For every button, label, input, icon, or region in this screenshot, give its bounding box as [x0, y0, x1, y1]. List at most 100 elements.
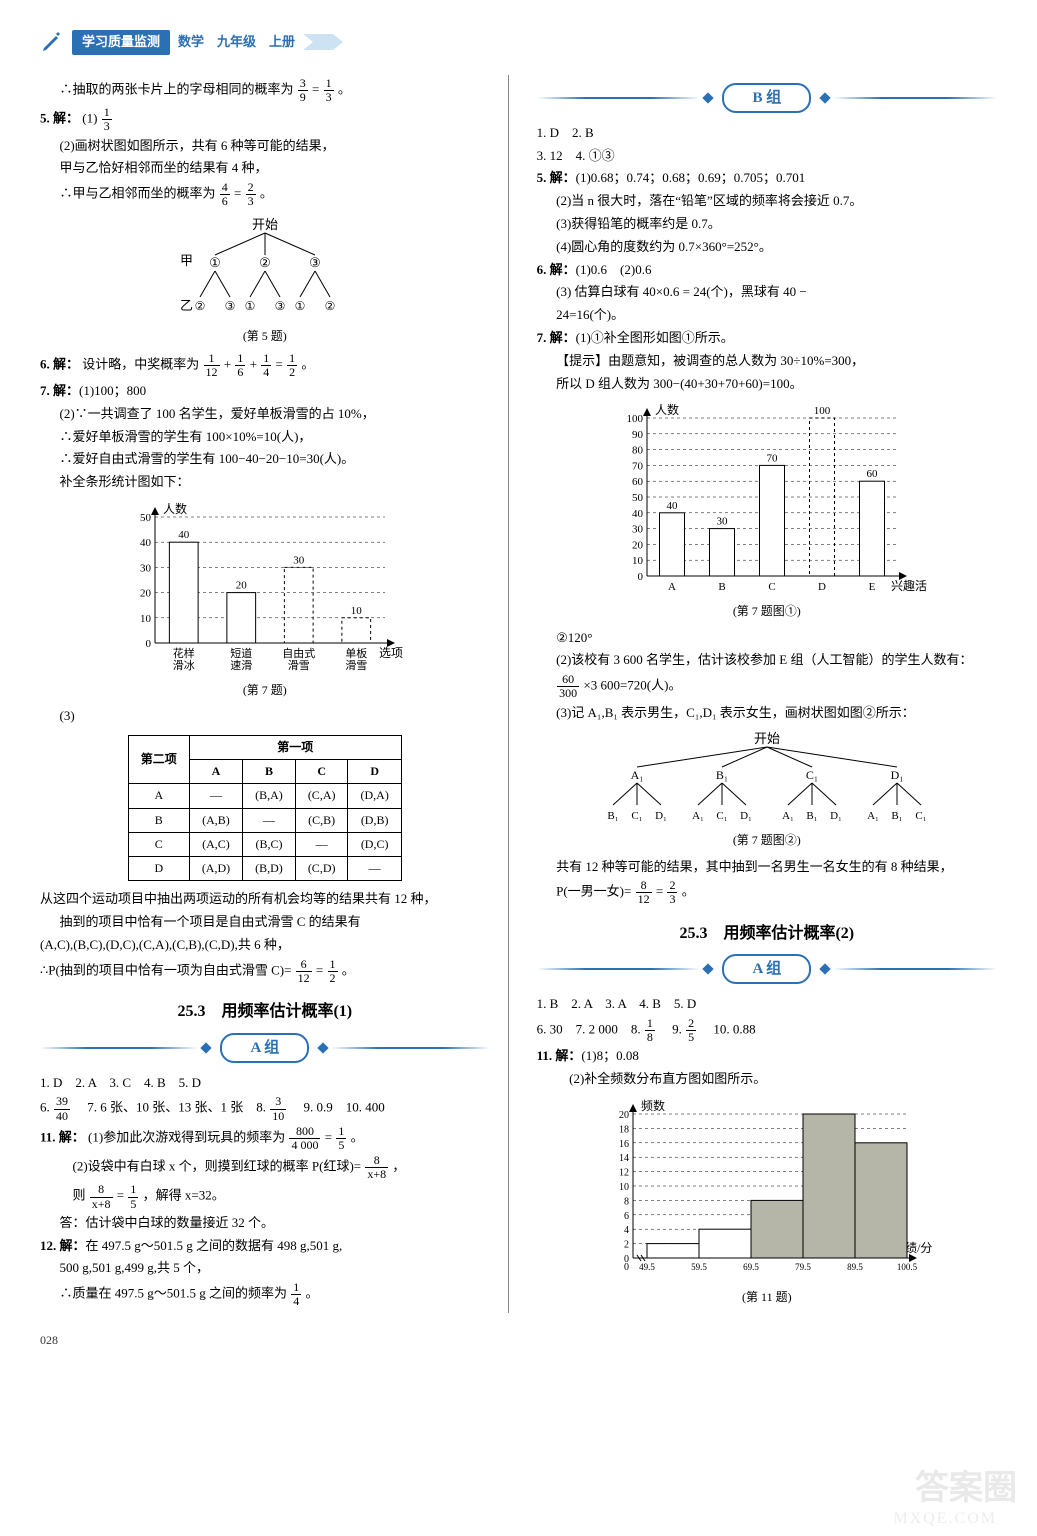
b7-120: ②120°	[537, 628, 997, 649]
svg-text:A₁: A₁	[782, 810, 794, 822]
svg-text:B₁: B₁	[716, 768, 728, 782]
svg-text:②: ②	[194, 299, 205, 313]
a2-row1: 1. B 2. A 3. A 4. B 5. D	[537, 994, 997, 1015]
svg-text:频数: 频数	[641, 1098, 665, 1113]
group-b-pill: B 组	[537, 83, 997, 113]
svg-text:C: C	[768, 581, 775, 593]
a-row2: 6. 3940 7. 6 张、10 张、13 张、1 张 8. 310 9. 0…	[40, 1095, 490, 1122]
svg-text:90: 90	[632, 429, 644, 441]
svg-text:短道: 短道	[230, 646, 252, 660]
left-column: ∴抽取的两张卡片上的字母相同的概率为 39 = 13 。 5. 解： (1) 1…	[40, 75, 509, 1313]
watermark-icon: 答案圈	[915, 1462, 1017, 1516]
svg-text:甲: 甲	[180, 253, 193, 268]
svg-text:59.5: 59.5	[691, 1262, 707, 1272]
q5-1: 5. 解： (1) 13	[40, 106, 490, 133]
b7-hint: 【提示】由题意知，被调查的总人数为 30÷10%=300，	[537, 351, 997, 372]
svg-text:单板: 单板	[345, 646, 367, 660]
svg-text:乙: 乙	[180, 298, 193, 313]
b7-2b: 60300 ×3 600=720(人)。	[537, 673, 997, 700]
svg-text:C₁: C₁	[806, 768, 818, 782]
q7-3c: (A,C),(B,C),(D,C),(C,A),(C,B),(C,D),共 6 …	[40, 935, 490, 956]
b-row1: 1. D 2. B	[537, 123, 997, 144]
svg-text:③: ③	[224, 299, 235, 313]
table-7: 第二项第一项ABCDA—(B,A)(C,A)(D,A)B(A,B)—(C,B)(…	[128, 735, 402, 881]
q7-3b: 抽到的项目中恰有一个项目是自由式滑雪 C 的结果有	[40, 912, 490, 933]
svg-text:B₁: B₁	[806, 810, 817, 822]
svg-text:速滑: 速滑	[230, 659, 252, 672]
svg-text:D: D	[818, 581, 826, 593]
a-row1: 1. D 2. A 3. C 4. B 5. D	[40, 1073, 490, 1094]
svg-text:80: 80	[632, 445, 644, 457]
svg-text:18: 18	[619, 1124, 629, 1135]
q5-2b: 甲与乙恰好相邻而坐的结果有 4 种，	[40, 158, 490, 179]
a2-11-2: (2)补全频数分布直方图如图所示。	[537, 1069, 997, 1090]
tree-diagram-b7: 开始A₁B₁C₁D₁B₁A₁C₁D₁C₁A₁B₁D₁D₁A₁B₁C₁	[537, 729, 997, 829]
svg-text:自由式: 自由式	[282, 646, 315, 660]
group-a-pill: A 组	[40, 1033, 490, 1063]
svg-text:10: 10	[632, 556, 644, 568]
svg-text:人数: 人数	[655, 402, 679, 417]
svg-text:滑冰: 滑冰	[173, 659, 195, 672]
b7-hint2: 所以 D 组人数为 300−(40+30+70+60)=100。	[537, 374, 997, 395]
svg-text:人数: 人数	[163, 501, 187, 516]
header-subject: 数学 九年级 上册	[178, 32, 295, 53]
svg-text:100: 100	[814, 405, 831, 417]
q5-2c: ∴甲与乙相邻而坐的概率为 46 = 23 。	[40, 181, 490, 208]
svg-text:C₁: C₁	[716, 810, 727, 822]
q7-3-label: (3)	[40, 706, 490, 727]
watermark-url: MXQE.COM	[893, 1506, 997, 1532]
b7-3a: (3)记 A₁,B₁ 表示男生，C₁,D₁ 表示女生，画树状图如图②所示：	[537, 703, 997, 724]
svg-text:A: A	[668, 581, 676, 593]
svg-text:0: 0	[637, 571, 643, 583]
svg-text:50: 50	[140, 512, 152, 524]
svg-text:40: 40	[632, 508, 644, 520]
svg-text:开始: 开始	[754, 731, 780, 746]
content-columns: ∴抽取的两张卡片上的字母相同的概率为 39 = 13 。 5. 解： (1) 1…	[40, 75, 997, 1313]
q7-2c: ∴爱好自由式滑雪的学生有 100−40−20−10=30(人)。	[40, 449, 490, 470]
svg-text:70: 70	[766, 453, 778, 465]
svg-text:20: 20	[236, 580, 248, 592]
b5-2: (2)当 n 很大时，落在“铅笔”区域的频率将会接近 0.7。	[537, 191, 997, 212]
q7-2b: ∴爱好单板滑雪的学生有 100×10%=10(人)，	[40, 427, 490, 448]
tree-diagram-5: 开始甲①②③乙②③①③①②	[40, 215, 490, 325]
a2-row2: 6. 30 7. 2 000 8. 18 9. 25 10. 0.88	[537, 1017, 997, 1044]
svg-text:10: 10	[351, 605, 363, 617]
q7-2a: (2)∵一共调查了 100 名学生，爱好单板滑雪的占 10%，	[40, 404, 490, 425]
svg-text:30: 30	[140, 562, 152, 574]
q7-3a: 从这四个运动项目中抽出两项运动的所有机会均等的结果共有 12 种，	[40, 889, 490, 910]
svg-text:滑雪: 滑雪	[288, 659, 310, 672]
svg-text:0: 0	[624, 1262, 629, 1273]
svg-text:C₁: C₁	[915, 810, 926, 822]
svg-text:20: 20	[632, 540, 644, 552]
svg-text:6: 6	[624, 1211, 629, 1222]
treeb7-caption: (第 7 题图②)	[537, 831, 997, 850]
chartb7-caption: (第 7 题图①)	[537, 602, 997, 621]
b7-3b: 共有 12 种等可能的结果，其中抽到一名男生一名女生的有 8 种结果，	[537, 857, 997, 878]
page-number: 028	[40, 1331, 997, 1350]
svg-text:69.5: 69.5	[743, 1262, 759, 1272]
svg-text:开始: 开始	[252, 217, 278, 232]
bar-chart-7: 人数选项0102030405040花样滑冰20短道速滑30自由式滑雪10单板滑雪	[40, 499, 490, 679]
svg-text:①: ①	[244, 299, 255, 313]
b5-1: 5. 解：(1)0.68；0.74；0.68；0.69；0.705；0.701	[537, 168, 997, 189]
svg-text:①: ①	[209, 255, 221, 270]
svg-text:E: E	[868, 581, 875, 593]
svg-text:30: 30	[716, 516, 728, 528]
svg-text:50: 50	[632, 492, 644, 504]
a11-1: 11. 解： (1)参加此次游戏得到玩具的频率为 8004 000 = 15 。	[40, 1125, 490, 1152]
svg-text:③: ③	[309, 255, 321, 270]
svg-text:14: 14	[619, 1153, 629, 1164]
section-title: 25.3 用频率估计概率(1)	[40, 999, 490, 1025]
group-a2-pill: A 组	[537, 954, 997, 984]
intro-line: ∴抽取的两张卡片上的字母相同的概率为 39 = 13 。	[40, 77, 490, 104]
svg-text:20: 20	[619, 1110, 629, 1121]
b7-3c: P(一男一女)= 812 = 23 。	[537, 879, 997, 906]
svg-text:B₁: B₁	[891, 810, 902, 822]
svg-text:79.5: 79.5	[795, 1262, 811, 1272]
a2-11-1: 11. 解：(1)8；0.08	[537, 1046, 997, 1067]
svg-text:D₁: D₁	[830, 810, 842, 822]
a11-2: (2)设袋中有白球 x 个，则摸到红球的概率 P(红球)= 8x+8 ，	[40, 1154, 490, 1181]
svg-text:89.5: 89.5	[847, 1262, 863, 1272]
a12-b: 500 g,501 g,499 g,共 5 个，	[40, 1258, 490, 1279]
svg-text:选项: 选项	[379, 646, 403, 660]
